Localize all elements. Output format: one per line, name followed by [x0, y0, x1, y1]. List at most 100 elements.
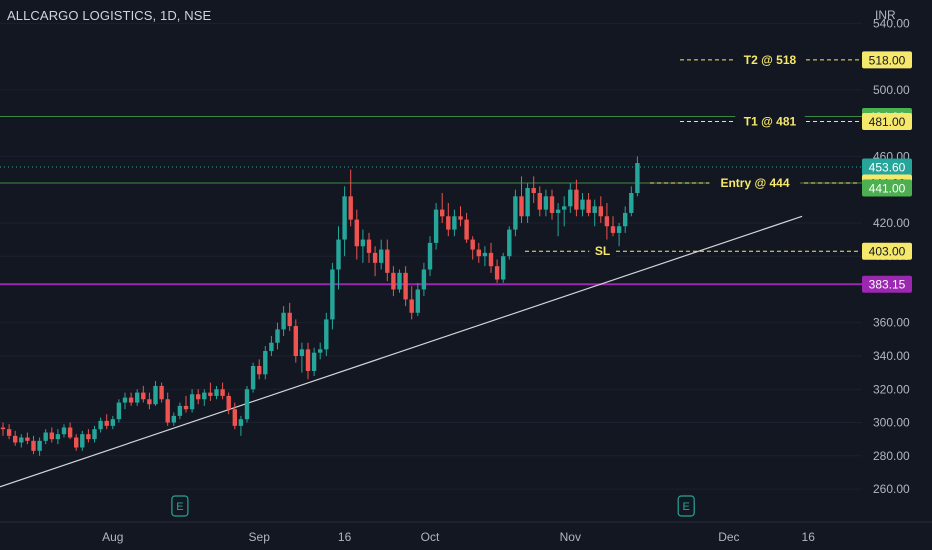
candle-body: [610, 226, 616, 233]
x-axis: Aug Sep 16 Oct Nov Dec 16: [0, 521, 932, 544]
candle-body: [470, 239, 475, 250]
candle-body: [629, 192, 634, 213]
candle-body: [31, 440, 36, 451]
x-tick-label: Sep: [249, 530, 271, 544]
candle-body: [379, 249, 384, 263]
price-tag-bg: [862, 51, 912, 69]
down-candle: [196, 389, 201, 405]
price-tag-label: 453.60: [869, 161, 906, 175]
down-candle: [74, 434, 79, 451]
up-candle: [616, 222, 622, 247]
down-candle: [354, 209, 359, 260]
candle-body: [580, 199, 585, 210]
down-candle: [293, 319, 298, 363]
down-candle: [49, 427, 54, 443]
candle-body: [122, 397, 128, 403]
down-candle: [440, 192, 445, 223]
down-candle: [305, 342, 311, 380]
candle-body: [43, 432, 48, 441]
down-candle: [586, 192, 591, 217]
candle-body: [244, 389, 250, 420]
candle-body: [189, 394, 195, 410]
y-tick-label: 360.00: [873, 316, 910, 330]
earnings-icon-frame: [171, 495, 189, 517]
earnings-icon[interactable]: E: [171, 495, 189, 517]
candle-body: [202, 392, 207, 400]
down-candle: [232, 402, 237, 430]
down-candle: [13, 430, 18, 446]
up-candle: [37, 437, 42, 456]
candle-body: [336, 239, 341, 270]
up-candle: [452, 209, 457, 237]
candle-body: [116, 402, 122, 420]
price-tag: 453.60: [862, 158, 912, 176]
candle-body: [19, 437, 24, 443]
up-candle: [507, 226, 512, 260]
candle-body: [531, 188, 536, 193]
candle-body: [25, 437, 30, 441]
price-tag-label: 403.00: [869, 245, 906, 259]
up-candle: [281, 306, 286, 337]
trendline[interactable]: [0, 215, 803, 488]
candle-body: [61, 427, 67, 435]
down-candle: [574, 179, 579, 217]
candle-body: [269, 342, 274, 352]
candle-body: [494, 266, 500, 280]
up-candle: [43, 429, 48, 445]
x-tick-label: 16: [802, 530, 816, 544]
candle-body: [196, 394, 201, 400]
candle-body: [501, 256, 506, 280]
annotations: T2 @ 518 T1 @ 481 Entry @ 444 SL: [525, 51, 860, 260]
candle-body: [604, 216, 610, 227]
up-candle: [122, 392, 128, 410]
up-candle: [116, 399, 122, 423]
trendline-line[interactable]: [0, 215, 803, 488]
down-candle: [494, 259, 500, 283]
price-tag: 383.15: [862, 275, 912, 293]
up-candle: [629, 186, 634, 217]
candle-body: [232, 409, 237, 426]
down-candle: [470, 236, 475, 260]
down-candle: [610, 216, 616, 237]
up-candle: [202, 389, 207, 406]
candle-body: [488, 252, 494, 267]
annotation-label: T1 @ 481: [744, 114, 797, 128]
candle-body: [366, 239, 372, 253]
up-candle: [623, 206, 628, 233]
candles: [0, 156, 640, 456]
down-candle: [257, 359, 262, 380]
candle-body: [440, 209, 445, 217]
down-candle: [165, 392, 170, 426]
candle-body: [135, 392, 140, 403]
candle-body: [452, 216, 457, 230]
up-candle: [555, 202, 561, 237]
up-candle: [482, 246, 488, 267]
up-candle: [562, 196, 567, 227]
candle-body: [555, 209, 561, 213]
up-candle: [501, 252, 506, 283]
down-candle: [31, 435, 36, 455]
down-candle: [464, 212, 469, 243]
up-candle: [269, 336, 274, 357]
down-candle: [458, 206, 463, 227]
up-candle: [171, 412, 176, 426]
down-candle: [488, 242, 494, 273]
candle-body: [147, 399, 152, 405]
candle-body: [281, 312, 286, 330]
candle-body: [598, 206, 603, 217]
candle-body: [537, 192, 542, 210]
price-tag-bg: [862, 275, 912, 293]
candle-body: [409, 299, 414, 313]
down-candle: [519, 176, 524, 223]
candle-body: [415, 289, 420, 313]
x-tick-label: 16: [338, 530, 352, 544]
candle-body: [49, 432, 54, 440]
x-tick-label: Oct: [421, 530, 440, 544]
up-candle: [238, 415, 244, 436]
candle-body: [360, 239, 366, 247]
up-candle: [421, 262, 427, 297]
candle-body: [177, 405, 183, 416]
earnings-icon[interactable]: E: [677, 495, 695, 517]
